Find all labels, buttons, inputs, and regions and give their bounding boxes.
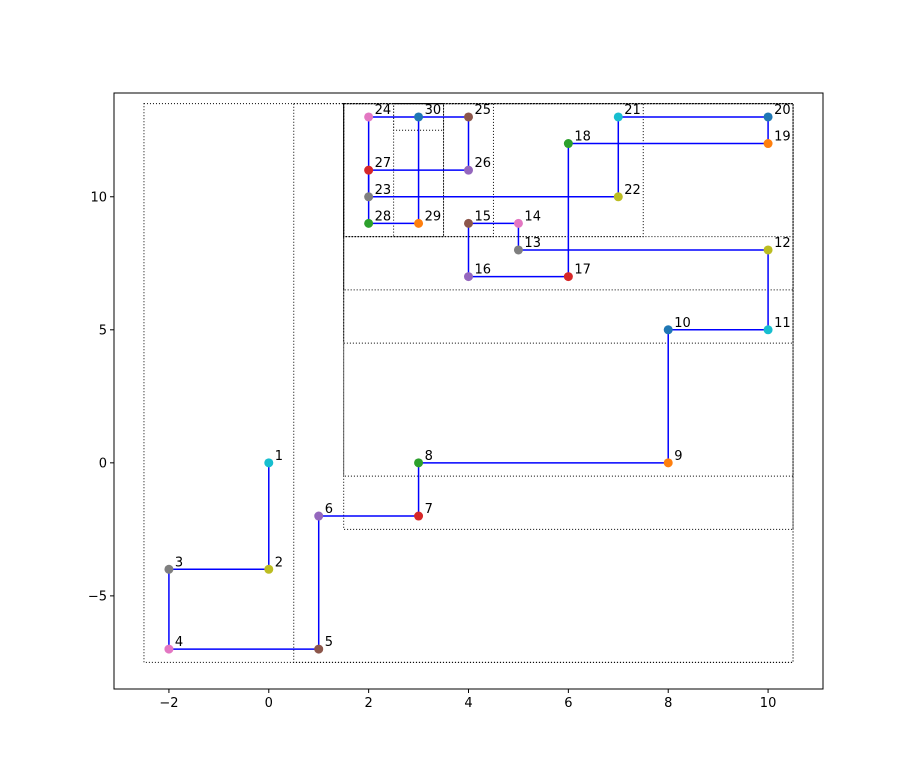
point-label-30: 30 [425, 103, 442, 118]
x-axis-ticks: −2 0 2 4 6 8 10 [159, 689, 776, 711]
point-21 [613, 112, 623, 122]
y-axis-ticks: −5 0 5 10 [88, 190, 114, 604]
point-3 [164, 564, 174, 574]
point-19 [763, 139, 773, 149]
point-label-19: 19 [774, 130, 791, 145]
point-label-15: 15 [475, 209, 492, 224]
point-26 [464, 165, 473, 175]
point-label-4: 4 [175, 635, 183, 650]
point-label-11: 11 [774, 316, 791, 331]
point-label-13: 13 [524, 236, 541, 251]
point-23 [364, 192, 374, 202]
point-label-2: 2 [275, 555, 283, 570]
point-20 [763, 112, 773, 122]
point-28 [364, 218, 374, 228]
point-label-17: 17 [574, 263, 591, 278]
point-14 [513, 218, 523, 228]
point-label-26: 26 [475, 156, 492, 171]
point-label-1: 1 [275, 449, 283, 464]
point-29 [414, 218, 424, 228]
point-10 [663, 325, 673, 335]
y-tick-label--5: −5 [88, 589, 107, 604]
bounding-box-5 [343, 103, 794, 344]
point-6 [314, 511, 324, 521]
point-15 [464, 218, 473, 228]
point-label-23: 23 [375, 183, 392, 198]
x-tick-label-0: 0 [265, 696, 273, 711]
point-24 [364, 112, 374, 122]
point-label-28: 28 [375, 209, 392, 224]
point-label-24: 24 [375, 103, 392, 118]
point-label-22: 22 [624, 183, 641, 198]
point-label-25: 25 [475, 103, 492, 118]
y-tick-label-0: 0 [99, 456, 107, 471]
x-tick-label-4: 4 [464, 696, 472, 711]
point-16 [464, 272, 473, 282]
x-tick-label-8: 8 [664, 696, 672, 711]
point-label-6: 6 [325, 502, 333, 517]
path-lines [168, 116, 769, 650]
point-2 [264, 564, 274, 574]
bounding-box-2 [293, 103, 794, 663]
data-points [164, 112, 773, 654]
point-label-7: 7 [425, 502, 433, 517]
point-label-27: 27 [375, 156, 392, 171]
x-tick-label-2: 2 [365, 696, 373, 711]
bounding-box-10 [343, 103, 445, 238]
point-18 [563, 139, 573, 149]
point-label-3: 3 [175, 555, 183, 570]
point-label-14: 14 [524, 209, 541, 224]
point-13 [513, 245, 523, 255]
point-label-18: 18 [574, 130, 591, 145]
point-27 [364, 165, 374, 175]
point-7 [414, 511, 424, 521]
point-label-16: 16 [475, 263, 492, 278]
y-tick-label-5: 5 [99, 323, 107, 338]
point-12 [763, 245, 773, 255]
point-17 [563, 272, 573, 282]
x-tick-label--2: −2 [159, 696, 178, 711]
point-label-8: 8 [425, 449, 433, 464]
point-9 [663, 458, 673, 468]
y-tick-label-10: 10 [90, 190, 107, 205]
point-label-9: 9 [674, 449, 682, 464]
point-label-20: 20 [774, 103, 791, 118]
point-1 [264, 458, 274, 468]
point-8 [414, 458, 424, 468]
point-30 [414, 112, 424, 122]
point-label-21: 21 [624, 103, 641, 118]
point-11 [763, 325, 773, 335]
point-5 [314, 644, 324, 654]
point-4 [164, 644, 174, 654]
x-tick-label-10: 10 [760, 696, 777, 711]
point-25 [464, 112, 473, 122]
point-22 [613, 192, 623, 202]
x-tick-label-6: 6 [564, 696, 572, 711]
point-label-29: 29 [425, 209, 442, 224]
point-label-5: 5 [325, 635, 333, 650]
point-label-12: 12 [774, 236, 791, 251]
point-label-10: 10 [674, 316, 691, 331]
